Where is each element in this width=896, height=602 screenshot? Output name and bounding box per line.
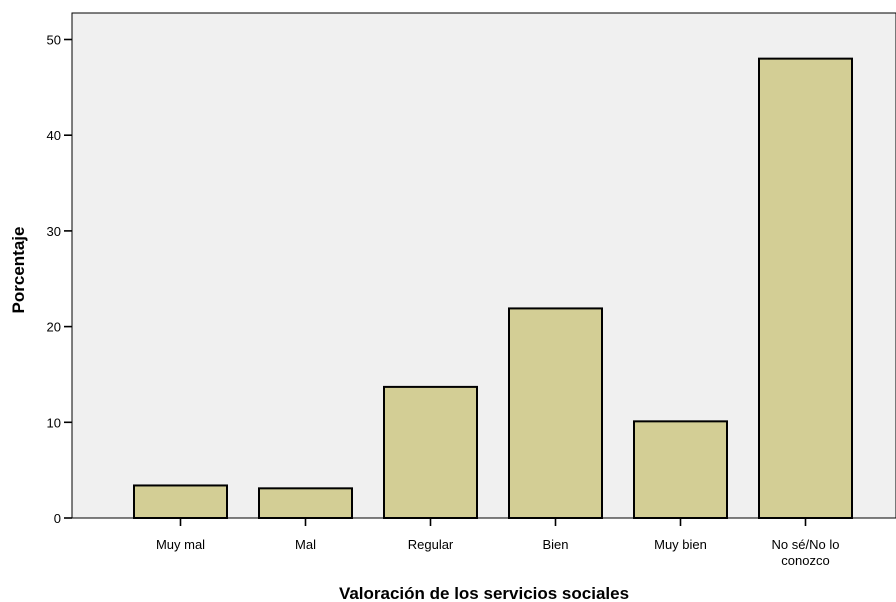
- y-tick-label: 40: [47, 128, 61, 143]
- x-axis: Muy mal Mal Regular Bien Muy bien No sé/No lo…: [156, 518, 840, 568]
- x-tick-label: Mal: [295, 537, 316, 552]
- bar: [133, 484, 228, 520]
- y-tick-label: 10: [47, 415, 61, 430]
- x-tick-label: Muy bien: [654, 537, 707, 552]
- bar: [633, 420, 728, 519]
- y-tick-label: 30: [47, 224, 61, 239]
- x-tick-label: No sé/No lo conozco: [772, 537, 840, 568]
- x-tick-label: Regular: [408, 537, 454, 552]
- x-axis-title: Valoración de los servicios sociales: [339, 584, 629, 602]
- y-tick-label: 50: [47, 33, 61, 48]
- y-tick-label: 0: [54, 511, 61, 526]
- bar: [383, 385, 478, 519]
- x-tick-label: Muy mal: [156, 537, 205, 552]
- bar: [508, 307, 603, 519]
- y-tick-label: 20: [47, 320, 61, 335]
- bars-group: [133, 57, 853, 520]
- y-axis: 0 10 20 30 40 50: [47, 33, 72, 526]
- x-tick-label: Bien: [542, 537, 568, 552]
- bar: [258, 487, 353, 520]
- y-axis-title: Porcentaje: [9, 227, 28, 314]
- bar: [758, 57, 853, 519]
